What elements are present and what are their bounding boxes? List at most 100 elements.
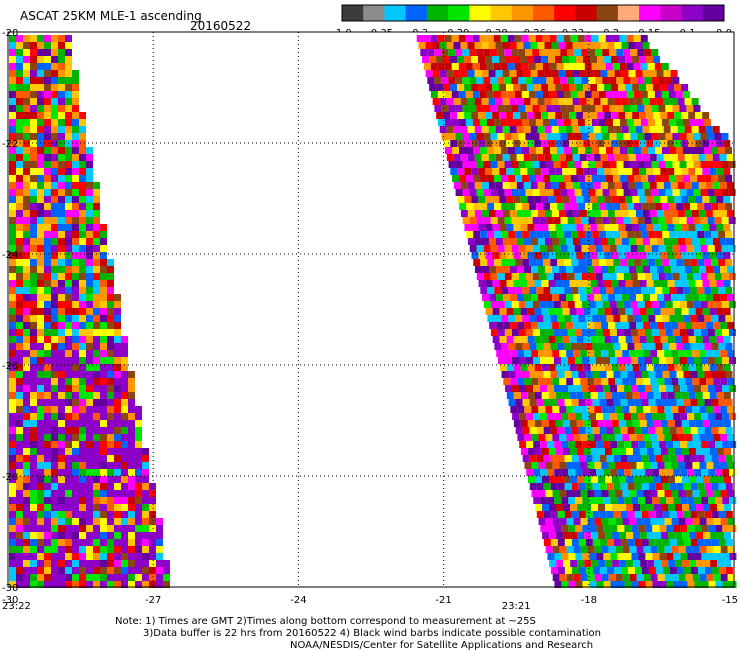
swath-cell bbox=[622, 378, 630, 385]
swath-cell bbox=[697, 371, 705, 378]
swath-cell bbox=[702, 224, 710, 231]
swath-cell bbox=[23, 259, 30, 266]
swath-cell bbox=[565, 238, 573, 245]
swath-cell bbox=[665, 357, 673, 364]
swath-cell bbox=[37, 504, 44, 511]
swath-cell bbox=[9, 56, 16, 63]
swath-cell bbox=[114, 420, 121, 427]
swath-cell bbox=[65, 378, 72, 385]
swath-cell bbox=[522, 203, 530, 210]
swath-cell bbox=[114, 455, 121, 462]
swath-cell bbox=[704, 399, 712, 406]
swath-cell bbox=[603, 497, 611, 504]
swath-cell bbox=[23, 63, 30, 70]
swath-cell bbox=[546, 329, 554, 336]
swath-cell bbox=[633, 35, 641, 42]
swath-cell bbox=[604, 196, 612, 203]
swath-cell bbox=[51, 77, 58, 84]
swath-cell bbox=[543, 287, 551, 294]
swath-cell bbox=[513, 252, 521, 259]
swath-cell bbox=[607, 154, 615, 161]
swath-cell bbox=[511, 133, 519, 140]
swath-cell bbox=[637, 273, 645, 280]
swath-cell bbox=[656, 210, 664, 217]
swath-cell bbox=[681, 224, 689, 231]
swath-cell bbox=[655, 343, 663, 350]
swath-cell bbox=[627, 539, 635, 546]
swath-cell bbox=[678, 406, 686, 413]
swath-cell bbox=[100, 406, 107, 413]
swath-cell bbox=[727, 350, 735, 357]
swath-cell bbox=[619, 560, 627, 567]
swath-cell bbox=[51, 336, 58, 343]
swath-cell bbox=[623, 189, 631, 196]
swath-cell bbox=[606, 343, 614, 350]
swath-cell bbox=[584, 35, 592, 42]
swath-cell bbox=[527, 224, 535, 231]
swath-cell bbox=[9, 210, 16, 217]
swath-cell bbox=[578, 427, 586, 434]
swath-cell bbox=[676, 259, 684, 266]
swath-cell bbox=[545, 546, 553, 553]
swath-cell bbox=[58, 343, 65, 350]
swath-cell bbox=[128, 462, 135, 469]
swath-cell bbox=[93, 252, 100, 259]
swath-cell bbox=[513, 420, 521, 427]
swath-cell bbox=[501, 259, 509, 266]
swath-cell bbox=[23, 217, 30, 224]
swath-cell bbox=[30, 98, 37, 105]
swath-cell bbox=[718, 315, 726, 322]
swath-cell bbox=[655, 231, 663, 238]
swath-cell bbox=[568, 385, 576, 392]
swath-cell bbox=[634, 483, 642, 490]
swath-cell bbox=[16, 168, 23, 175]
swath-cell bbox=[517, 350, 525, 357]
swath-cell bbox=[661, 91, 669, 98]
swath-cell bbox=[30, 567, 37, 574]
swath-cell bbox=[578, 287, 586, 294]
swath-cell bbox=[569, 112, 577, 119]
swath-cell bbox=[65, 385, 72, 392]
swath-cell bbox=[678, 322, 686, 329]
swath-cell bbox=[651, 217, 659, 224]
swath-cell bbox=[450, 168, 458, 175]
swath-cell bbox=[712, 210, 720, 217]
swath-cell bbox=[506, 308, 514, 315]
swath-cell bbox=[9, 364, 16, 371]
swath-cell bbox=[629, 294, 637, 301]
swath-cell bbox=[692, 378, 700, 385]
swath-cell bbox=[44, 238, 51, 245]
swath-cell bbox=[23, 126, 30, 133]
swath-cell bbox=[51, 252, 58, 259]
swath-cell bbox=[30, 105, 37, 112]
swath-cell bbox=[100, 469, 107, 476]
swath-cell bbox=[607, 98, 615, 105]
swath-cell bbox=[664, 350, 672, 357]
swath-cell bbox=[726, 182, 734, 189]
swath-cell bbox=[725, 539, 733, 546]
swath-cell bbox=[572, 238, 580, 245]
swath-cell bbox=[149, 525, 156, 532]
swath-cell bbox=[506, 140, 514, 147]
swath-cell bbox=[30, 63, 37, 70]
swath-cell bbox=[599, 203, 607, 210]
swath-cell bbox=[646, 336, 654, 343]
swath-cell bbox=[521, 63, 529, 70]
swath-cell bbox=[611, 224, 619, 231]
swath-cell bbox=[481, 238, 489, 245]
swath-cell bbox=[680, 385, 688, 392]
swath-cell bbox=[718, 427, 726, 434]
swath-cell bbox=[506, 84, 514, 91]
swath-cell bbox=[44, 490, 51, 497]
swath-cell bbox=[698, 210, 706, 217]
swath-cell bbox=[577, 35, 585, 42]
swath-cell bbox=[93, 280, 100, 287]
swath-cell bbox=[702, 392, 710, 399]
swath-cell bbox=[511, 357, 519, 364]
swath-cell bbox=[460, 42, 468, 49]
swath-cell bbox=[669, 567, 677, 574]
swath-cell bbox=[487, 175, 495, 182]
map-area: -20-22-24-26-28-30 -30 -27 -24 -21 -18 -15 23… bbox=[2, 28, 738, 612]
swath-cell bbox=[497, 357, 505, 364]
swath-cell bbox=[79, 126, 86, 133]
